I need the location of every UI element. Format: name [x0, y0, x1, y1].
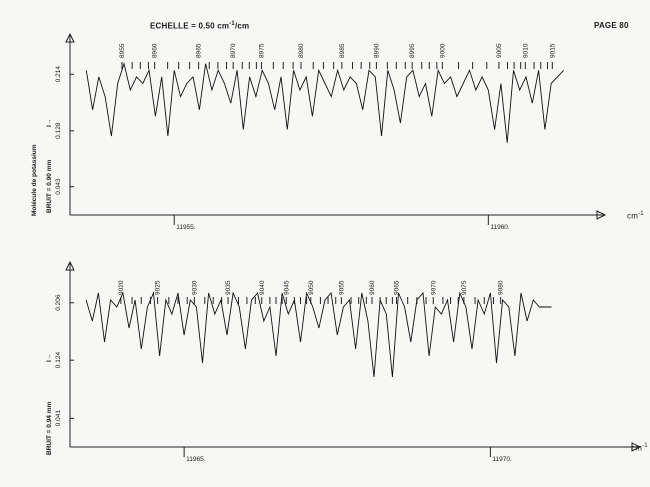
y-tick-label: 0.206: [55, 294, 62, 311]
line-number-label: 8980: [298, 43, 305, 58]
x-tick-label: 11970.: [492, 456, 512, 463]
x-tick-label: 11955.: [176, 224, 196, 231]
line-number-label: 9025: [155, 280, 162, 295]
line-number-label: 9005: [496, 43, 503, 58]
line-number-label: 9055: [338, 280, 345, 295]
line-number-label: 9030: [191, 280, 198, 295]
intensity-marker-bottom: I→: [46, 353, 53, 362]
molecule-label: Molécule de potassium: [31, 144, 38, 216]
line-number-label: 9065: [394, 280, 401, 295]
line-number-label: 9020: [118, 280, 125, 295]
spectrum-trace: [85, 291, 552, 378]
line-number-label: 8995: [409, 43, 416, 58]
line-number-label: 9075: [461, 280, 468, 295]
noise-label-top: BRUIT = 0.90 mm: [46, 159, 53, 213]
x-unit-top: cm-1: [627, 211, 644, 221]
line-number-label: 9080: [498, 280, 505, 295]
line-number-label: 8960: [152, 43, 159, 58]
line-number-label: 9045: [283, 280, 290, 295]
x-axis-arrow: [596, 210, 607, 220]
line-number-label: 8970: [230, 43, 237, 58]
x-unit-bottom: cm-1: [631, 443, 648, 453]
line-number-label: 9015: [549, 43, 556, 58]
intensity-marker-top: I→: [46, 118, 53, 127]
x-tick-label: 11965.: [186, 456, 206, 463]
line-number-label: 8965: [196, 43, 203, 58]
line-number-label: 9070: [430, 280, 437, 295]
line-number-label: 9035: [225, 280, 232, 295]
scale-label: ECHELLE = 0.50 cm-1/cm: [150, 21, 250, 31]
y-axis-arrow: [65, 260, 75, 271]
line-number-label: 9060: [369, 280, 376, 295]
line-number-label: 9040: [259, 280, 266, 295]
y-tick-label: 0.128: [55, 122, 62, 139]
x-axis-arrow: [631, 442, 642, 452]
line-number-label: 9010: [522, 43, 529, 58]
noise-label-bottom: BRUIT = 0.94 mm: [46, 401, 53, 455]
y-tick-label: 0.043: [55, 178, 62, 195]
y-axis-arrow: [65, 32, 75, 43]
y-tick-label: 0.124: [55, 352, 62, 369]
y-tick-label: 0.041: [55, 410, 62, 427]
line-number-label: 8955: [119, 43, 126, 58]
line-number-label: 9000: [439, 43, 446, 58]
line-number-label: 9050: [308, 280, 315, 295]
spectrum-trace: [85, 62, 565, 143]
line-number-label: 8990: [373, 43, 380, 58]
page-number: PAGE 80: [594, 21, 629, 30]
y-tick-label: 0.214: [55, 66, 62, 83]
line-number-label: 8975: [258, 43, 265, 58]
line-number-label: 8985: [339, 43, 346, 58]
x-tick-label: 11960.: [490, 224, 510, 231]
